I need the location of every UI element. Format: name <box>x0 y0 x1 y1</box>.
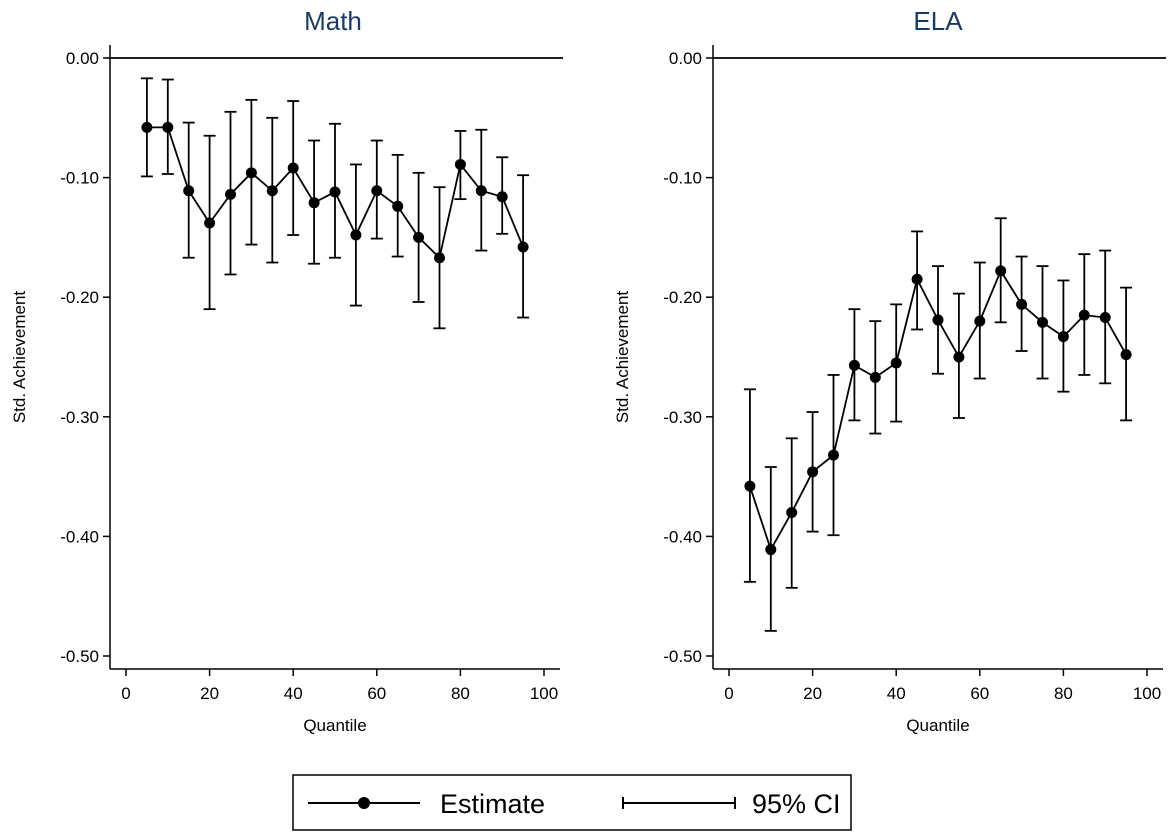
math-estimate-point <box>475 185 487 197</box>
math-estimate-point <box>517 241 529 253</box>
ela-x-tick-label: 100 <box>1133 684 1161 703</box>
ela-x-tick-label: 20 <box>803 684 822 703</box>
math-y-tick-label: 0.00 <box>66 49 99 68</box>
legend-estimate-label: Estimate <box>440 789 545 819</box>
ela-x-tick-label: 60 <box>970 684 989 703</box>
math-y-tick-label: -0.40 <box>60 527 99 546</box>
ela-estimate-point <box>953 351 965 363</box>
math-panel: Math Std. Achievement Quantile 0.00 -0.10… <box>10 6 563 735</box>
ela-estimate-point <box>786 506 798 518</box>
math-estimate-point <box>141 121 153 133</box>
ela-y-tick-label: -0.50 <box>663 647 702 666</box>
ela-x-tick-label: 80 <box>1054 684 1073 703</box>
ela-estimate-point <box>1099 312 1111 324</box>
math-estimate-point <box>308 197 320 209</box>
math-estimate-point <box>329 186 341 198</box>
ela-estimate-point <box>869 371 881 383</box>
ela-panel-title: ELA <box>913 6 963 36</box>
ela-estimate-point <box>807 466 819 478</box>
math-estimate-point <box>392 200 404 212</box>
math-estimate-point <box>183 185 195 197</box>
math-estimate-point <box>371 185 383 197</box>
math-y-tick-label: -0.30 <box>60 408 99 427</box>
math-x-tick-label: 20 <box>200 684 219 703</box>
math-y-axis-title: Std. Achievement <box>10 291 29 424</box>
math-estimate-point <box>454 158 466 170</box>
math-y-tick-label: -0.20 <box>60 288 99 307</box>
ela-x-tick-label: 0 <box>724 684 733 703</box>
math-x-tick-label: 100 <box>530 684 558 703</box>
math-estimate-point <box>245 167 257 179</box>
ela-estimate-point <box>1037 316 1048 328</box>
ela-estimate-point <box>828 449 839 461</box>
math-x-tick-label: 0 <box>121 684 130 703</box>
ela-estimate-point <box>1057 331 1069 343</box>
ela-y-axis-title: Std. Achievement <box>613 291 632 424</box>
ela-estimate-point <box>1016 298 1028 310</box>
math-estimate-point <box>350 229 362 241</box>
math-estimate-point <box>266 185 278 197</box>
ela-y-tick-label: -0.20 <box>663 288 702 307</box>
math-x-tick-label: 40 <box>284 684 303 703</box>
legend-estimate-dot <box>358 797 370 809</box>
math-x-axis-title: Quantile <box>303 716 366 735</box>
ela-estimate-point <box>890 357 902 369</box>
ela-x-tick-label: 40 <box>887 684 906 703</box>
math-estimate-point <box>496 191 508 203</box>
ela-y-tick-label: 0.00 <box>669 49 702 68</box>
math-estimate-point <box>434 252 445 264</box>
ela-estimate-point <box>744 480 756 492</box>
ela-estimate-point <box>765 544 777 556</box>
legend: Estimate 95% CI <box>292 774 852 831</box>
math-y-tick-label: -0.10 <box>60 169 99 188</box>
ela-estimate-point <box>911 273 923 285</box>
math-x-tick-label: 80 <box>451 684 470 703</box>
ela-y-tick-label: -0.40 <box>663 527 702 546</box>
math-estimate-point <box>413 231 425 243</box>
math-panel-title: Math <box>304 6 362 36</box>
ela-estimate-point <box>932 314 944 326</box>
math-estimate-point <box>225 188 236 200</box>
math-estimate-point <box>204 217 216 229</box>
ela-estimate-point <box>974 315 986 327</box>
math-estimate-point <box>287 162 299 174</box>
ela-estimate-point <box>848 359 860 371</box>
ela-x-axis-title: Quantile <box>906 716 969 735</box>
ela-estimate-point <box>1120 349 1132 361</box>
math-x-tick-label: 60 <box>367 684 386 703</box>
ela-estimate-point <box>995 265 1007 277</box>
legend-ci-label: 95% CI <box>752 789 841 819</box>
ela-y-tick-label: -0.10 <box>663 169 702 188</box>
math-estimate-point <box>162 121 174 133</box>
ela-y-tick-label: -0.30 <box>663 408 702 427</box>
ela-panel: ELA Std. Achievement Quantile 0.00 -0.10 -… <box>613 6 1166 735</box>
ela-estimate-point <box>1078 309 1090 321</box>
math-y-tick-label: -0.50 <box>60 647 99 666</box>
